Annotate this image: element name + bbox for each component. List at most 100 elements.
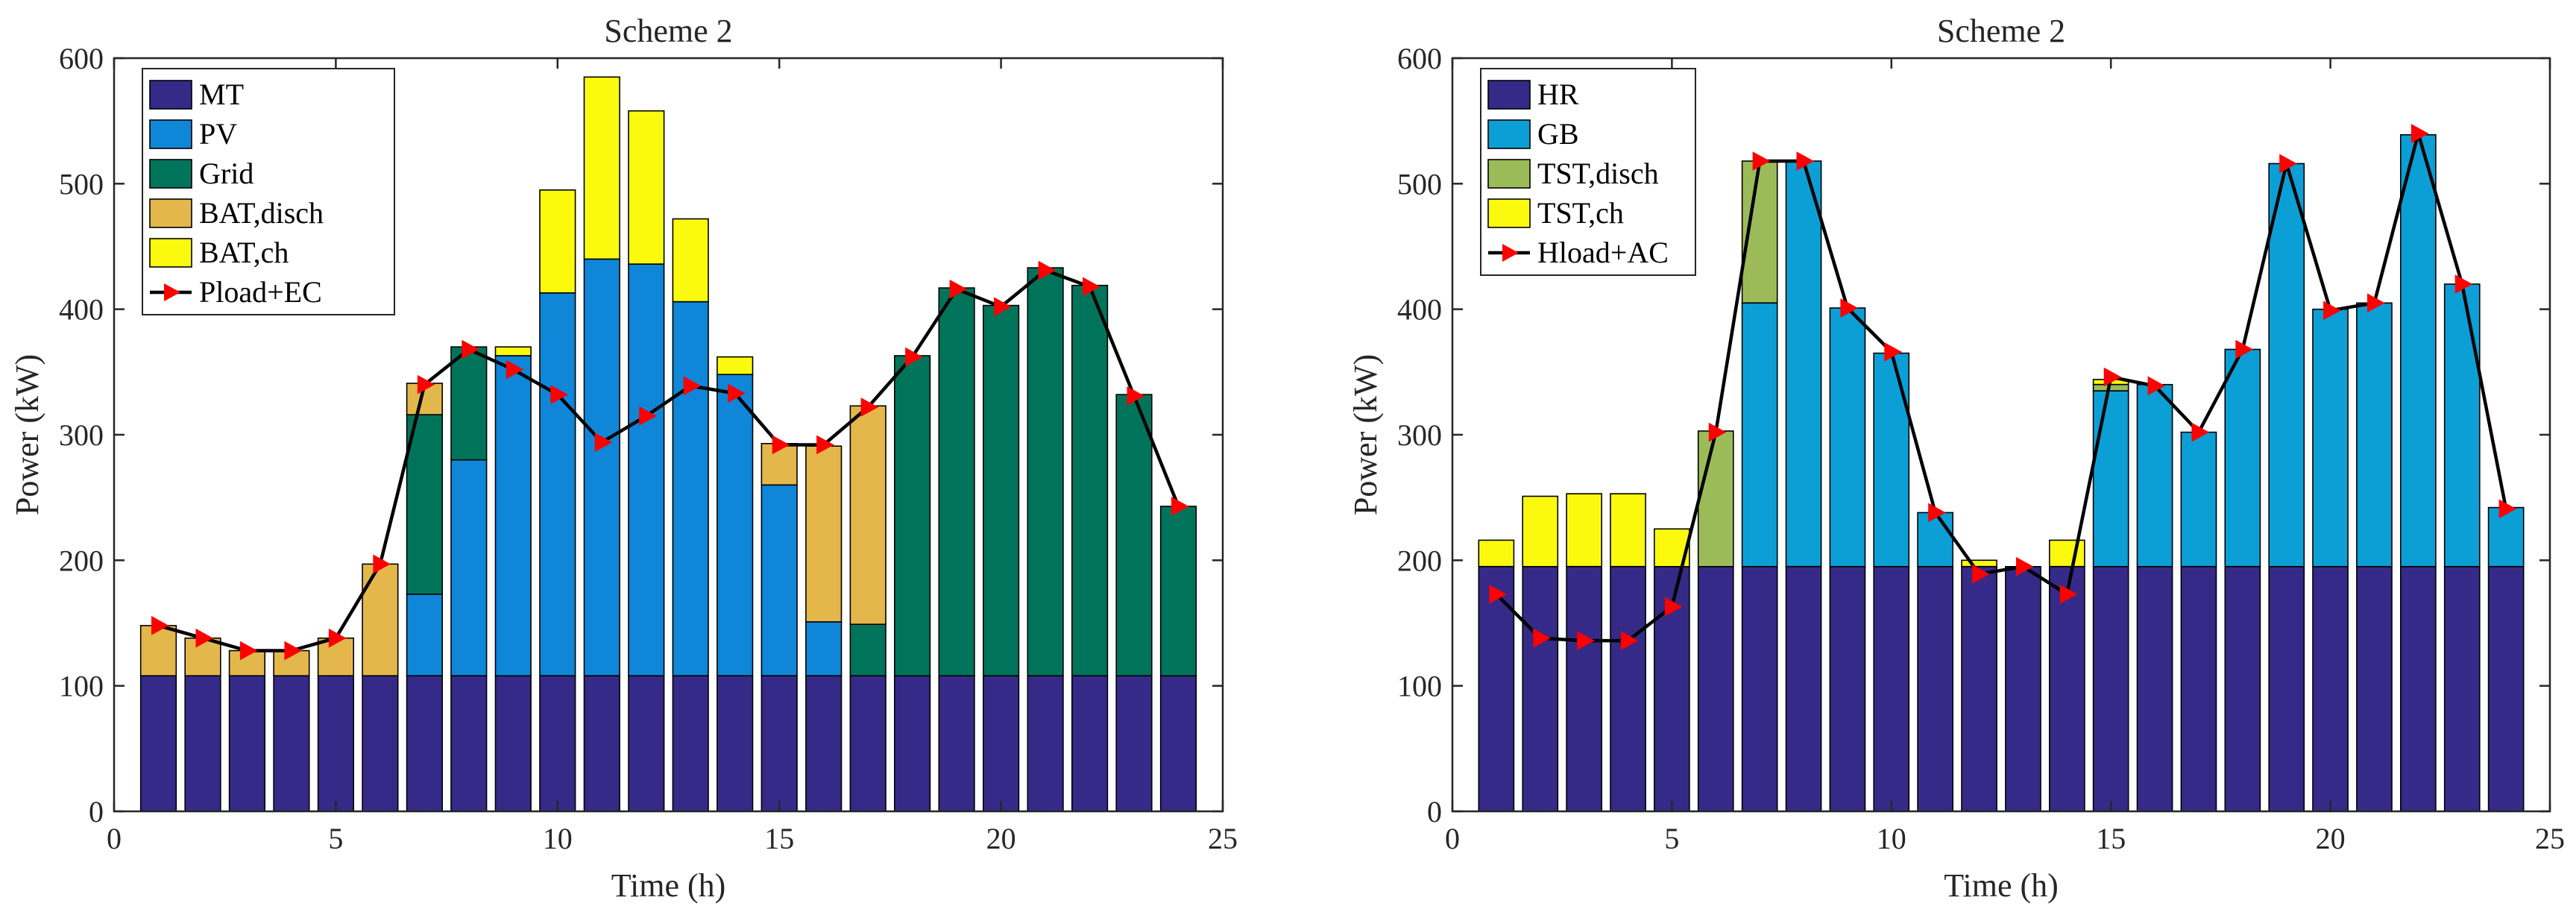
line-marker-t3: [1577, 631, 1595, 650]
legend-swatch: [149, 159, 192, 189]
chart-title: Scheme 2: [1937, 13, 2065, 49]
bar-grid-t18: [894, 355, 931, 677]
bar-mt-t11: [583, 675, 620, 812]
line-marker-t24: [2498, 499, 2517, 519]
bar-group: [139, 76, 1197, 812]
bar-tst-ch-t1: [1478, 539, 1515, 567]
line-marker-t6: [373, 554, 391, 574]
bar-grid-t21: [1027, 267, 1064, 676]
line-marker-t9: [1840, 298, 1858, 318]
bar-hr-t19: [2268, 565, 2305, 812]
bar-hr-t14: [2049, 565, 2085, 812]
bar-mt-t1: [139, 675, 177, 812]
legend-frame: [142, 68, 395, 315]
y-tick-label: 100: [59, 670, 104, 703]
bar-hr-t11: [1917, 565, 1954, 812]
y-tick-label: 0: [89, 795, 104, 828]
bar-pv-t11: [583, 258, 620, 677]
bar-pv-t10: [539, 292, 576, 677]
bar-pv-t15: [760, 484, 798, 676]
x-tick-label: 10: [1877, 822, 1906, 855]
bar-hr-t13: [2005, 565, 2041, 812]
chart-panel-2: 0 100 200 300 400 500 600 0 5 10 15 20 25 Scheme 2 Tim…: [1347, 13, 2565, 904]
line-marker-t19: [949, 279, 968, 299]
bar-tst-ch-t2: [1522, 495, 1559, 567]
x-tick-label: 5: [328, 822, 343, 855]
bar-bat-disch-t2: [184, 637, 221, 677]
bar-pv-t16: [805, 620, 843, 676]
x-tick-label: 15: [764, 822, 794, 855]
bar-gb-t16: [2136, 383, 2173, 567]
bar-hr-t7: [1741, 565, 1778, 812]
bar-bat-ch-t11: [583, 76, 620, 260]
y-tick-label: 400: [1397, 293, 1442, 327]
line-marker-t20: [2323, 301, 2341, 321]
bar-mt-t15: [760, 675, 798, 812]
line-marker-t18: [2235, 339, 2253, 359]
x-tick-label: 10: [543, 822, 573, 855]
legend: MT PV Grid BAT,disch BAT,ch Pload+EC: [142, 68, 395, 315]
bar-mt-t19: [938, 675, 975, 812]
bar-bat-ch-t13: [672, 218, 709, 303]
bar-grid-t17: [849, 623, 887, 677]
bar-bat-disch-t6: [362, 563, 399, 677]
line-marker-t7: [1752, 151, 1771, 171]
line-marker-t10: [1884, 342, 1902, 362]
bar-tst-ch-t12: [1961, 559, 1997, 567]
line-marker-t12: [639, 406, 657, 426]
bar-hr-t2: [1522, 565, 1559, 812]
line-marker-t19: [2279, 154, 2297, 174]
legend-label: MT: [199, 78, 244, 111]
legend-swatch: [1487, 159, 1531, 189]
line-marker-t22: [2410, 124, 2429, 143]
bar-mt-t12: [628, 675, 665, 812]
legend-swatch: [1487, 119, 1531, 149]
bar-bat-disch-t16: [805, 445, 843, 623]
bar-hr-t6: [1697, 565, 1734, 812]
bar-gb-t11: [1917, 512, 1954, 567]
bar-mt-t7: [406, 675, 443, 812]
bar-bat-disch-t1: [139, 625, 177, 677]
line-marker-t6: [1708, 422, 1727, 442]
bar-grid-t20: [983, 304, 1020, 677]
y-tick-label: 500: [59, 167, 104, 201]
y-tick-label: 100: [1397, 670, 1442, 703]
legend-label: HR: [1537, 78, 1579, 111]
line-marker-t2: [195, 628, 214, 648]
chart-panel-1: 0 100 200 300 400 500 600 0 5 10 15 20 25 Scheme 2 Tim…: [9, 13, 1238, 904]
bar-bat-disch-t15: [760, 442, 798, 486]
y-tick-label: 200: [59, 544, 104, 577]
bar-gb-t18: [2224, 348, 2261, 567]
bar-mt-t4: [273, 675, 310, 812]
line-marker-t2: [1533, 628, 1551, 648]
bar-hr-t15: [2092, 565, 2129, 812]
bar-gb-t17: [2180, 431, 2217, 567]
x-tick-label: 15: [2096, 822, 2126, 855]
bar-mt-t16: [805, 675, 843, 812]
line-marker-t23: [2454, 274, 2473, 294]
bar-hr-t12: [1961, 565, 1997, 812]
line-marker-t21: [2366, 293, 2385, 313]
line-marker-t12: [1972, 565, 1990, 584]
bar-grid-t8: [450, 346, 488, 461]
bar-mt-t24: [1159, 675, 1197, 812]
legend-label: PV: [199, 117, 237, 151]
legend-marker: [164, 283, 180, 301]
line-marker-t22: [1083, 277, 1100, 297]
bar-grid-t7: [406, 414, 443, 595]
legend-label: TST,disch: [1537, 157, 1659, 190]
bar-gb-t8: [1785, 160, 1822, 567]
line-marker-t14: [728, 383, 746, 403]
bar-mt-t8: [450, 675, 488, 812]
bar-group: [1478, 133, 2525, 812]
bar-mt-t13: [672, 675, 709, 812]
bar-tst-ch-t4: [1610, 493, 1646, 567]
bar-grid-t24: [1159, 506, 1197, 677]
line-marker-t1: [151, 616, 169, 635]
line-marker-t16: [816, 435, 834, 455]
line-marker-t10: [550, 385, 568, 404]
legend-label: Hload+AC: [1537, 236, 1669, 269]
bar-mt-t21: [1027, 675, 1064, 812]
